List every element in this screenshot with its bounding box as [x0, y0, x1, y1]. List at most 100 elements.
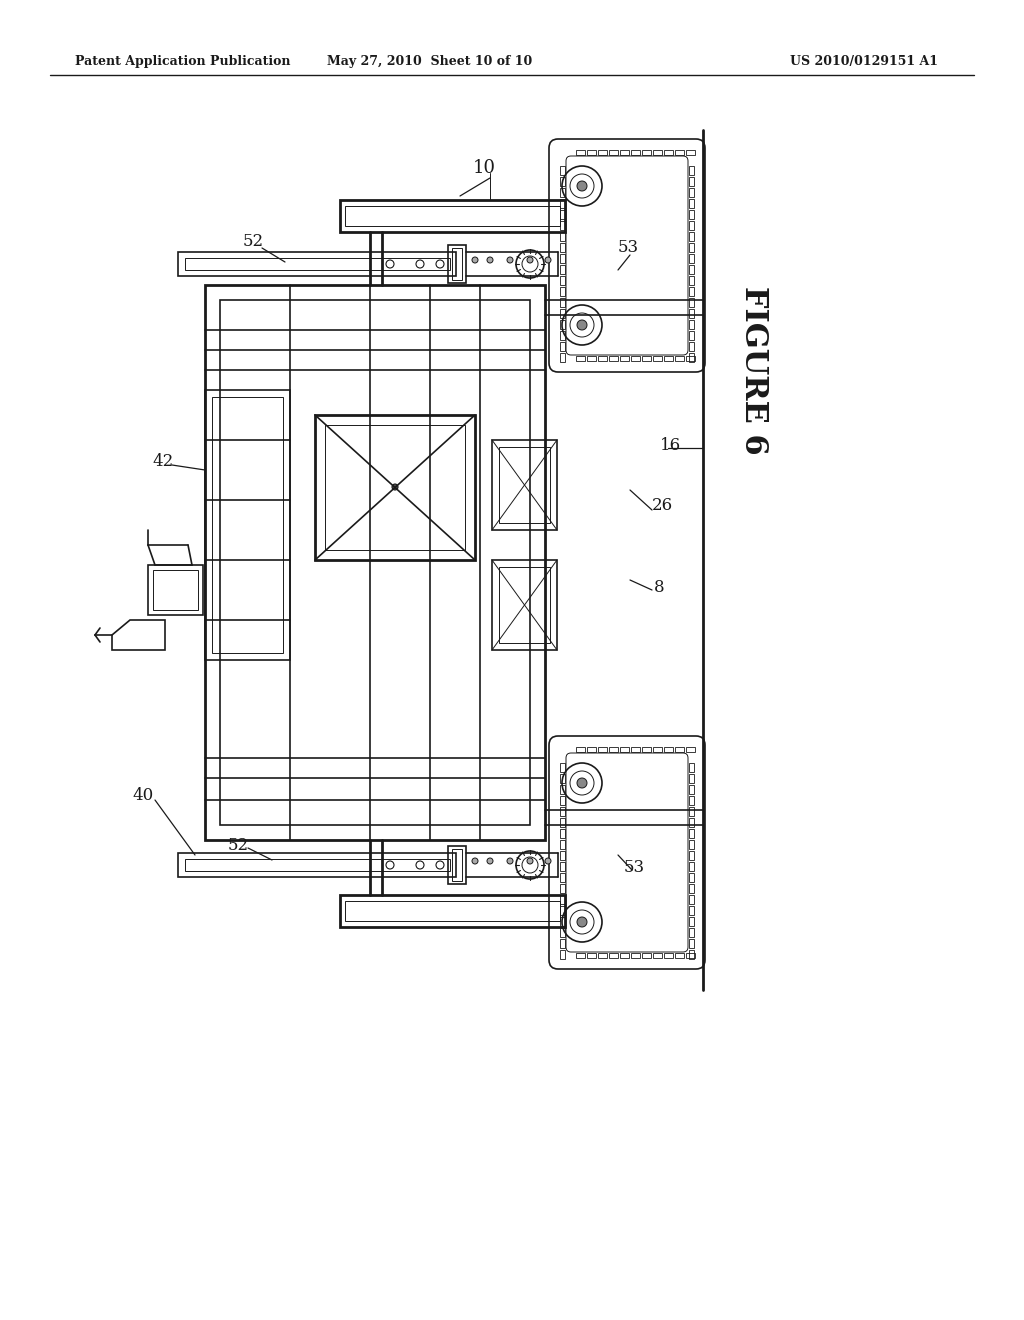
Bar: [598, 953, 607, 958]
Bar: [689, 298, 694, 308]
Bar: [631, 747, 640, 752]
Bar: [452, 849, 462, 880]
Bar: [575, 150, 585, 154]
Circle shape: [527, 858, 534, 865]
Bar: [689, 862, 694, 871]
Bar: [560, 298, 565, 308]
Circle shape: [577, 917, 587, 927]
Bar: [664, 953, 673, 958]
Bar: [689, 177, 694, 186]
Bar: [689, 342, 694, 351]
Bar: [686, 356, 695, 360]
Bar: [609, 747, 618, 752]
Circle shape: [472, 257, 478, 263]
Bar: [587, 356, 596, 360]
Bar: [345, 902, 560, 921]
Bar: [620, 150, 629, 154]
Bar: [575, 356, 585, 360]
Bar: [560, 807, 565, 816]
Bar: [560, 906, 565, 915]
Bar: [598, 356, 607, 360]
Text: FIGURE 6: FIGURE 6: [738, 285, 769, 454]
Bar: [560, 928, 565, 937]
Bar: [631, 150, 640, 154]
Bar: [689, 785, 694, 795]
Bar: [642, 356, 651, 360]
Circle shape: [545, 257, 551, 263]
Bar: [560, 265, 565, 275]
Bar: [689, 807, 694, 816]
Bar: [560, 895, 565, 904]
Bar: [653, 953, 662, 958]
Text: May 27, 2010  Sheet 10 of 10: May 27, 2010 Sheet 10 of 10: [328, 55, 532, 69]
Bar: [689, 265, 694, 275]
Bar: [212, 397, 283, 653]
Bar: [560, 199, 565, 209]
Bar: [499, 447, 550, 523]
Bar: [205, 285, 545, 840]
Bar: [664, 747, 673, 752]
Bar: [609, 953, 618, 958]
Bar: [452, 248, 462, 280]
Bar: [560, 253, 565, 263]
Bar: [689, 243, 694, 252]
Bar: [560, 939, 565, 948]
Bar: [689, 873, 694, 882]
Bar: [620, 747, 629, 752]
Text: 26: 26: [652, 498, 673, 515]
Bar: [575, 747, 585, 752]
Bar: [560, 210, 565, 219]
Bar: [340, 895, 565, 927]
Bar: [492, 440, 557, 531]
Bar: [642, 747, 651, 752]
Bar: [689, 199, 694, 209]
Bar: [689, 286, 694, 296]
Bar: [153, 570, 198, 610]
Bar: [587, 747, 596, 752]
Bar: [499, 568, 550, 643]
Bar: [689, 829, 694, 838]
Circle shape: [577, 777, 587, 788]
Bar: [689, 187, 694, 197]
Bar: [689, 331, 694, 341]
Bar: [560, 829, 565, 838]
Bar: [560, 243, 565, 252]
Text: 40: 40: [132, 788, 154, 804]
Bar: [675, 150, 684, 154]
Circle shape: [545, 858, 551, 865]
Bar: [620, 953, 629, 958]
Bar: [345, 206, 560, 226]
Bar: [689, 884, 694, 894]
Bar: [689, 309, 694, 318]
Bar: [689, 352, 694, 362]
Bar: [689, 276, 694, 285]
Bar: [689, 917, 694, 927]
Bar: [560, 166, 565, 176]
Bar: [609, 356, 618, 360]
Bar: [178, 853, 456, 876]
Bar: [689, 210, 694, 219]
Text: 53: 53: [624, 859, 645, 876]
Bar: [689, 220, 694, 230]
Text: 52: 52: [228, 837, 249, 854]
Bar: [205, 389, 290, 660]
Bar: [689, 232, 694, 242]
Bar: [560, 342, 565, 351]
Circle shape: [487, 257, 493, 263]
Bar: [631, 356, 640, 360]
Bar: [560, 763, 565, 772]
Bar: [560, 917, 565, 927]
Bar: [492, 560, 557, 649]
Bar: [689, 950, 694, 960]
Bar: [560, 884, 565, 894]
Bar: [689, 851, 694, 861]
Bar: [575, 953, 585, 958]
Bar: [587, 150, 596, 154]
Text: 52: 52: [243, 234, 264, 251]
Bar: [560, 331, 565, 341]
Bar: [185, 859, 450, 871]
Text: 10: 10: [472, 158, 496, 177]
Bar: [675, 356, 684, 360]
Text: 53: 53: [618, 239, 639, 256]
Bar: [598, 747, 607, 752]
